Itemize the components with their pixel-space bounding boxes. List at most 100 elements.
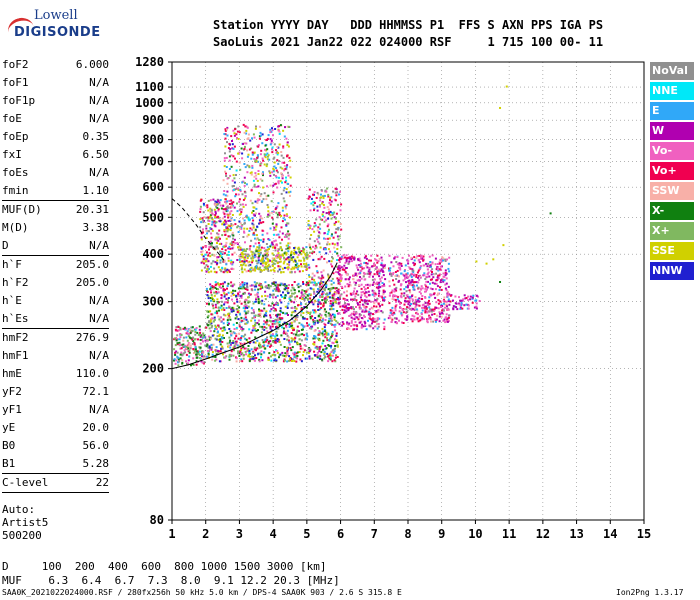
echo-point [323,206,326,209]
echo-point [200,269,203,272]
echo-point [399,267,402,270]
echo-point [238,131,241,134]
echo-point [273,161,276,164]
echo-point [313,225,316,228]
echo-point [428,306,431,309]
echo-point [408,282,411,285]
echo-point [271,127,273,130]
echo-point [222,290,225,293]
echo-point [308,327,311,330]
echo-point [231,285,234,288]
echo-point [257,261,260,264]
echo-point [244,333,247,336]
echo-point [329,316,332,319]
echo-point [350,260,353,263]
legend-item: Vo- [650,142,694,160]
echo-point [265,195,268,198]
echo-point [337,298,340,301]
echo-point [199,331,202,334]
echo-point [377,309,380,312]
echo-point [251,351,254,354]
echo-point [371,289,374,292]
echo-point [270,130,273,133]
echo-point [215,271,218,274]
echo-point [276,254,279,257]
echo-point [417,320,420,323]
legend-item: X- [650,202,694,220]
echo-point [217,239,220,242]
echo-point [284,305,287,308]
echo-point [192,340,195,342]
echo-point [275,206,278,209]
echo-point [249,139,252,142]
echo-point [353,318,356,321]
echo-point [383,325,386,328]
echo-point [270,243,273,246]
echo-point [375,320,378,323]
echo-point [341,257,344,260]
echo-point [218,201,221,204]
echo-point [226,301,229,304]
echo-point [235,360,238,363]
echo-point [289,159,292,162]
echo-point [299,285,302,288]
echo-point [267,134,270,137]
echo-point [233,344,236,347]
echo-point [374,299,377,302]
echo-point [227,147,230,150]
echo-point [433,313,436,315]
echo-point [313,292,316,295]
echo-point [293,328,295,331]
echo-point [399,268,402,271]
echo-point [313,209,315,212]
echo-point [338,235,341,238]
echo-point [333,243,336,246]
echo-point [276,334,279,337]
echo-point [313,222,316,225]
echo-point [454,295,457,298]
echo-point [359,262,362,265]
echo-point [279,313,281,316]
echo-point [218,284,221,287]
echo-point [277,284,280,287]
echo-point [258,282,261,285]
echo-point [284,323,287,326]
echo-point [318,223,321,226]
echo-point [229,330,232,333]
echo-point [231,185,234,188]
echo-point [201,361,204,364]
echo-point [225,307,228,309]
echo-point [239,208,242,211]
echo-point [281,206,284,209]
echo-point [431,262,434,265]
echo-point [284,287,287,290]
echo-point [262,309,265,312]
echo-point [269,285,272,288]
param-separator [2,492,109,493]
echo-point [338,273,341,276]
echo-point [259,315,262,318]
echo-point [370,265,373,268]
echo-point [388,302,391,305]
echo-point [328,237,331,240]
echo-point [211,218,214,221]
echo-point [313,202,316,204]
echo-point [329,302,332,305]
echo-point [347,323,350,326]
echo-point [323,333,326,336]
echo-point [251,151,254,154]
echo-point [234,195,237,198]
param-value: N/A [89,403,109,416]
echo-point [245,312,248,315]
echo-point [327,274,330,277]
echo-point [240,248,243,251]
param-name: fmin [2,184,29,197]
echo-point [260,283,263,286]
echo-point [352,293,355,296]
echo-point [285,191,288,194]
echo-point [329,352,332,355]
echo-point [251,253,254,256]
echo-point [273,173,275,176]
echo-point [252,219,255,222]
echo-point [216,259,219,262]
